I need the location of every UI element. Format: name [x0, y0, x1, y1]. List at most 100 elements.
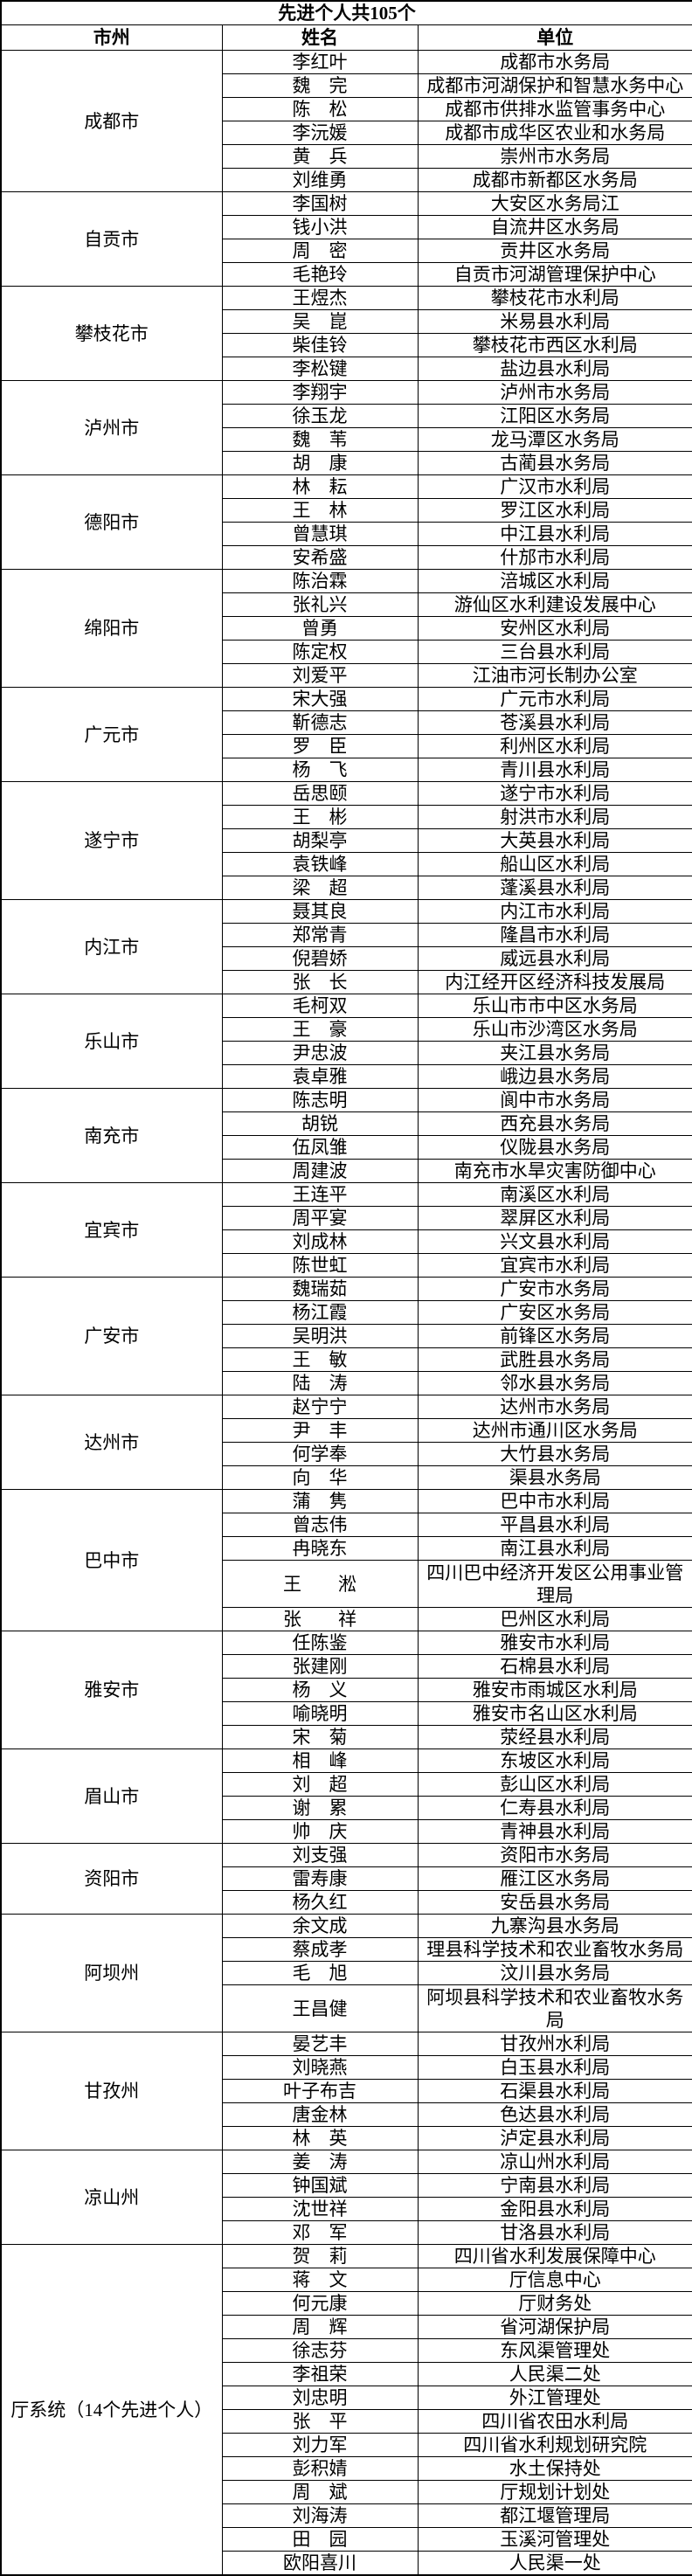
- region-cell: 遂宁市: [0, 781, 223, 900]
- person-name-cell: 雷寿康: [221, 1866, 419, 1891]
- person-name-cell: 陈世虹: [221, 1253, 419, 1278]
- person-unit-cell: 达州市水务局: [417, 1395, 692, 1419]
- person-name-cell: 尹 丰: [221, 1418, 419, 1443]
- person-unit-cell: 南充市水旱灾害防御中心: [417, 1159, 692, 1183]
- person-unit-cell: 遂宁市水利局: [417, 781, 692, 806]
- person-name-cell: 欧阳喜川: [221, 2551, 419, 2576]
- table-row: 靳德志 苍溪县水利局: [1, 710, 692, 735]
- person-unit-cell: 三台县水利局: [417, 640, 692, 664]
- person-unit-cell: 自贡市河湖管理保护中心: [417, 262, 692, 287]
- person-name-cell: 安希盛: [221, 545, 419, 570]
- person-unit-cell: 荥经县水利局: [417, 1725, 692, 1749]
- person-unit-cell: 青川县水利局: [417, 758, 692, 782]
- region-cell: 宜宾市: [0, 1182, 223, 1278]
- person-unit-cell: 广安市水务局: [417, 1277, 692, 1301]
- person-name-cell: 吴明洪: [221, 1324, 419, 1348]
- person-name-cell: 胡梨亭: [221, 828, 419, 853]
- table-row: 郑常青 隆昌市水利局: [1, 923, 692, 947]
- person-unit-cell: 大竹县水务局: [417, 1442, 692, 1466]
- region-cell: 厅系统（14个先进个人）: [0, 2244, 223, 2576]
- table-row: 广元市 宋大强 广元市水利局: [0, 687, 692, 782]
- person-name-cell: 张建刚: [221, 1654, 419, 1679]
- person-unit-cell: 汶川县水务局: [417, 1961, 692, 1985]
- person-unit-cell: 罗江区水利局: [417, 498, 692, 523]
- table-row: 钱小洪 自流井区水务局: [1, 215, 692, 239]
- table-row: 曾慧琪 中江县水利局: [1, 522, 692, 546]
- person-name-cell: 刘忠明: [221, 2386, 419, 2410]
- person-unit-cell: 什邡市水利局: [417, 545, 692, 570]
- table-row: 田 园玉溪河管理处: [1, 2527, 692, 2552]
- person-name-cell: 刘支强: [221, 1843, 419, 1867]
- person-name-cell: 彭积婧: [221, 2456, 419, 2481]
- person-unit-cell: 贡井区水务局: [417, 239, 692, 263]
- person-name-cell: 毛柯双: [221, 994, 419, 1018]
- table-row: 钟国斌 宁南县水利局: [1, 2173, 692, 2198]
- person-unit-cell: 厅信息中心: [417, 2268, 692, 2292]
- person-unit-cell: 米易县水利局: [417, 309, 692, 334]
- person-name-cell: 李翔宇: [221, 380, 419, 405]
- person-unit-cell: 蓬溪县水利局: [417, 876, 692, 900]
- table-header-row: 市州 姓名 单位: [0, 24, 692, 51]
- person-name-cell: 周 辉: [221, 2315, 419, 2339]
- table-row: 尹忠波 夹江县水务局: [1, 1041, 692, 1065]
- table-row: 遂宁市 岳思颐 遂宁市水利局: [0, 781, 692, 900]
- person-name-cell: 唐金林: [221, 2102, 419, 2127]
- person-name-cell: 李沅媛: [221, 121, 419, 145]
- person-name-cell: 蔡成孝: [221, 1937, 419, 1962]
- person-unit-cell: 泸州市水务局: [417, 380, 692, 405]
- table-row: 李沅媛 成都市成华区农业和水务局: [1, 121, 692, 145]
- table-row: 胡梨亭 大英县水利局: [1, 828, 692, 853]
- person-name-cell: 黄 兵: [221, 144, 419, 169]
- person-name-cell: 周 斌: [221, 2480, 419, 2504]
- person-name-cell: 胡锐: [221, 1111, 419, 1136]
- region-cell: 达州市: [0, 1395, 223, 1490]
- person-unit-cell: 涪城区水利局: [417, 569, 692, 593]
- person-unit-cell: 都江堰管理局: [417, 2503, 692, 2528]
- person-unit-cell: 内江经开区经济科技发展局: [417, 970, 692, 994]
- person-unit-cell: 石棉县水利局: [417, 1654, 692, 1679]
- table-title-row: 先进个人共105个: [0, 0, 692, 25]
- table-row: 刘力军 四川省水利规划研究院: [1, 2433, 692, 2457]
- person-name-cell: 刘晓燕: [221, 2055, 419, 2080]
- person-name-cell: 徐志芬: [221, 2338, 419, 2363]
- person-name-cell: 梁 超: [221, 876, 419, 900]
- person-unit-cell: 人民渠一处: [417, 2551, 692, 2576]
- person-unit-cell: 大英县水利局: [417, 828, 692, 853]
- person-unit-cell: 九寨沟县水务局: [417, 1914, 692, 1938]
- person-unit-cell: 安岳县水务局: [417, 1890, 692, 1915]
- person-unit-cell: 攀枝花市水利局: [417, 286, 692, 310]
- person-unit-cell: 苍溪县水利局: [417, 710, 692, 735]
- person-unit-cell: 内江市水利局: [417, 899, 692, 924]
- person-unit-cell: 中江县水利局: [417, 522, 692, 546]
- table-row: 柴佳铃 攀枝花市西区水利局: [1, 333, 692, 357]
- table-row: 自贡市 李国树 大安区水务局江: [0, 191, 692, 287]
- person-unit-cell: 攀枝花市西区水利局: [417, 333, 692, 357]
- column-header-region: 市州: [0, 24, 223, 51]
- person-name-cell: 钟国斌: [221, 2173, 419, 2198]
- table-row: 乐山市 毛柯双 乐山市市中区水务局: [0, 994, 692, 1089]
- table-row: 何元康 厅财务处: [1, 2291, 692, 2316]
- person-name-cell: 晏艺丰: [221, 2032, 419, 2056]
- person-unit-cell: 自流井区水务局: [417, 215, 692, 239]
- person-name-cell: 陆 涛: [221, 1371, 419, 1395]
- table-row: 雅安市 任陈鉴 雅安市水利局: [0, 1631, 692, 1749]
- table-row: 张 平四川省农田水利局: [1, 2409, 692, 2434]
- table-row: 安希盛 什邡市水利局: [1, 545, 692, 570]
- person-name-cell: 蒋 文: [221, 2268, 419, 2292]
- person-name-cell: 邓 军: [221, 2220, 419, 2245]
- table-row: 王 林罗江区水利局: [1, 498, 692, 523]
- person-unit-cell: 石渠县水利局: [417, 2079, 692, 2103]
- table-row: 叶子布吉 石渠县水利局: [1, 2079, 692, 2103]
- table-row: 刘维勇 成都市新都区水务局: [1, 168, 692, 192]
- table-row: 张建刚 石棉县水利局: [1, 1654, 692, 1679]
- table-row: 资阳市 刘支强 资阳市水务局: [0, 1843, 692, 1915]
- person-unit-cell: 资阳市水务局: [417, 1843, 692, 1867]
- person-unit-cell: 仪陇县水务局: [417, 1135, 692, 1160]
- region-cell: 内江市: [0, 899, 223, 994]
- person-name-cell: 相 峰: [221, 1748, 419, 1773]
- person-name-cell: 周建波: [221, 1159, 419, 1183]
- person-unit-cell: 色达县水利局: [417, 2102, 692, 2127]
- table-row: 徐玉龙 江阳区水务局: [1, 404, 692, 428]
- table-row: 张礼兴 游仙区水利建设发展中心: [1, 592, 692, 617]
- person-name-cell: 魏 苇: [221, 427, 419, 452]
